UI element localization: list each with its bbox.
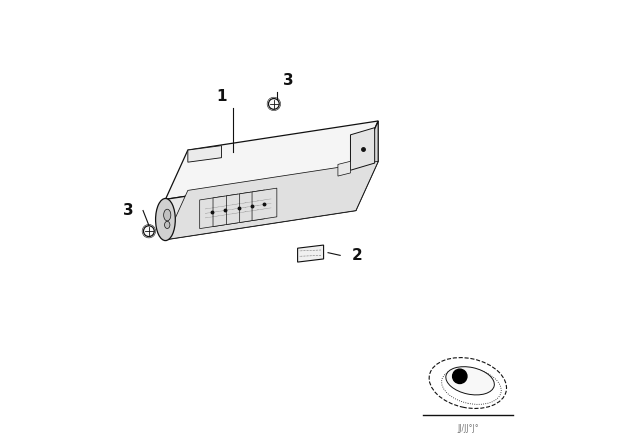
Polygon shape [165,170,356,240]
Text: 2: 2 [351,248,362,263]
Text: 1: 1 [216,89,227,104]
Polygon shape [239,190,264,223]
Text: 3: 3 [284,73,294,88]
Circle shape [143,226,154,237]
Polygon shape [356,121,378,211]
Circle shape [269,99,279,109]
Polygon shape [252,188,277,220]
Ellipse shape [164,221,170,228]
Polygon shape [338,161,351,176]
Ellipse shape [446,367,494,395]
Polygon shape [213,194,238,227]
Polygon shape [165,121,378,199]
Text: JJ/JJ°J°: JJ/JJ°J° [457,424,479,433]
Polygon shape [165,161,378,240]
Circle shape [452,369,467,383]
Ellipse shape [156,198,175,241]
Polygon shape [188,146,221,162]
Polygon shape [200,196,225,228]
Text: 3: 3 [124,203,134,218]
Polygon shape [351,128,374,170]
Polygon shape [227,192,251,224]
Polygon shape [298,245,324,262]
Ellipse shape [164,209,171,221]
